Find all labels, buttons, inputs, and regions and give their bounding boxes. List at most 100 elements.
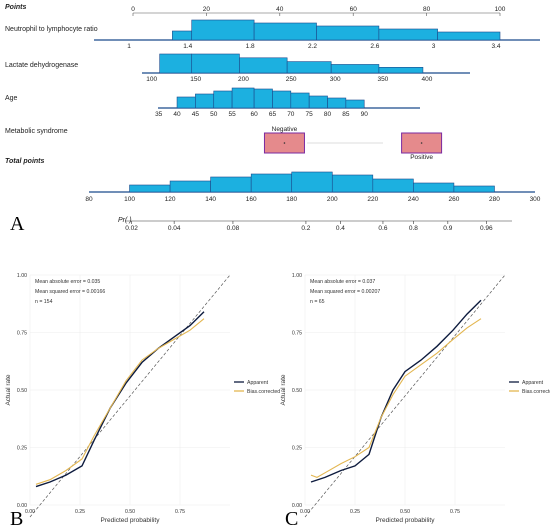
x-tick-label: 0.00 bbox=[25, 509, 35, 515]
age-box bbox=[231, 87, 255, 109]
nlr-box bbox=[378, 28, 438, 41]
panel-letter-b: B bbox=[10, 508, 23, 530]
ldh-box bbox=[330, 64, 380, 74]
x-tick-label: 0.00 bbox=[300, 509, 310, 515]
total-points-box bbox=[453, 185, 495, 193]
row-label-total-points: Total points bbox=[5, 158, 45, 165]
total-points-tick-label: 160 bbox=[246, 196, 257, 203]
ldh-box bbox=[191, 53, 240, 74]
error-annotation: Mean squared error = 0.00207 bbox=[310, 289, 380, 295]
series-line-apparent bbox=[35, 311, 205, 488]
total-points-box bbox=[250, 173, 293, 193]
ldh-tick-label: 300 bbox=[330, 76, 341, 83]
nlr-tick-label: 1 bbox=[127, 43, 131, 50]
probability-tick-label: 0.6 bbox=[378, 225, 387, 232]
age-tick-label: 35 bbox=[155, 111, 163, 118]
y-tick-label: 0.00 bbox=[17, 503, 27, 509]
nlr-tick-label: 1.4 bbox=[183, 43, 192, 50]
y-tick-label: 0.25 bbox=[17, 446, 27, 452]
metabolic-negative-label: Negative bbox=[272, 126, 298, 133]
age-box bbox=[290, 92, 310, 109]
nlr-box bbox=[191, 19, 255, 41]
age-tick-label: 80 bbox=[324, 111, 332, 118]
total-points-tick-label: 240 bbox=[408, 196, 419, 203]
ldh-box bbox=[239, 57, 288, 74]
error-annotation: Mean absolute error = 0.037 bbox=[310, 279, 375, 285]
age-box bbox=[327, 97, 347, 109]
row-label-points: Points bbox=[5, 4, 26, 11]
total-points-tick-label: 80 bbox=[85, 196, 93, 203]
age-tick-label: 60 bbox=[250, 111, 258, 118]
ldh-tick-label: 250 bbox=[286, 76, 297, 83]
reference-line bbox=[304, 274, 506, 518]
panel-letter-c: C bbox=[285, 508, 298, 530]
calibration-panel-b: 0.00 0.25 0.50 0.75 1.00 0.00 0.25 0.50 0.75 Pred… bbox=[5, 273, 280, 524]
total-points-tick-label: 280 bbox=[489, 196, 500, 203]
age-box bbox=[213, 90, 233, 109]
calibration-panel-c: 0.00 0.25 0.50 0.75 1.00 0.00 0.25 0.50 0.75 Pred… bbox=[280, 273, 550, 524]
total-points-box bbox=[413, 182, 455, 193]
series-line-bias-corrected bbox=[310, 318, 482, 479]
total-points-tick-label: 260 bbox=[448, 196, 459, 203]
x-tick-label: 0.25 bbox=[350, 509, 360, 515]
total-points-box bbox=[169, 180, 211, 193]
probability-tick-label: 0.8 bbox=[409, 225, 418, 232]
probability-tick-label: 0.02 bbox=[125, 225, 138, 232]
nlr-tick-label: 3 bbox=[432, 43, 436, 50]
total-points-tick-label: 200 bbox=[327, 196, 338, 203]
age-tick-label: 90 bbox=[361, 111, 369, 118]
metabolic-positive-label: Positive bbox=[410, 154, 433, 161]
points-tick-label: 20 bbox=[203, 6, 211, 13]
ldh-box bbox=[378, 67, 424, 74]
age-tick-label: 40 bbox=[173, 111, 181, 118]
y-tick-label: 0.75 bbox=[292, 331, 302, 337]
nlr-tick-label: 2.6 bbox=[370, 43, 379, 50]
y-axis-title: Actual rate bbox=[280, 374, 287, 405]
nlr-box bbox=[172, 30, 193, 41]
x-axis-title: Predicted probability bbox=[376, 517, 436, 524]
legend-label: Apparent bbox=[247, 380, 269, 386]
x-tick-label: 0.50 bbox=[400, 509, 410, 515]
age-box bbox=[308, 95, 328, 109]
probability-tick-label: 0.9 bbox=[443, 225, 452, 232]
total-points-tick-label: 140 bbox=[205, 196, 216, 203]
y-axis-title: Actual rate bbox=[5, 374, 12, 405]
nlr-box bbox=[316, 25, 380, 41]
ldh-box bbox=[286, 61, 332, 74]
nlr-box bbox=[253, 22, 317, 41]
ldh-tick-label: 100 bbox=[146, 76, 157, 83]
ldh-label: Lactate dehydrogenase bbox=[5, 62, 78, 69]
nlr-tick-label: 1.8 bbox=[246, 43, 255, 50]
age-label: Age bbox=[5, 95, 18, 102]
total-points-box bbox=[210, 176, 252, 193]
metabolic-positive-dot bbox=[420, 142, 423, 144]
total-points-box bbox=[291, 171, 333, 193]
total-points-tick-label: 100 bbox=[124, 196, 135, 203]
panel-letter-a: A bbox=[10, 213, 25, 235]
y-tick-label: 1.00 bbox=[292, 273, 302, 279]
y-tick-label: 0.50 bbox=[17, 388, 27, 394]
error-annotation: Mean squared error = 0.00166 bbox=[35, 289, 105, 295]
nlr-label: Neutrophil to lymphocyte ratio bbox=[5, 26, 98, 33]
total-points-tick-label: 120 bbox=[165, 196, 176, 203]
nlr-box bbox=[437, 31, 501, 41]
age-tick-label: 65 bbox=[269, 111, 277, 118]
x-tick-label: 0.50 bbox=[125, 509, 135, 515]
ldh-box bbox=[159, 53, 193, 74]
nlr-tick-label: 2.2 bbox=[308, 43, 317, 50]
nlr-tick-label: 3.4 bbox=[491, 43, 500, 50]
error-annotation: n = 65 bbox=[310, 299, 325, 305]
total-points-tick-label: 220 bbox=[367, 196, 378, 203]
age-tick-label: 75 bbox=[306, 111, 314, 118]
age-tick-label: 55 bbox=[228, 111, 236, 118]
total-points-tick-label: 300 bbox=[530, 196, 541, 203]
total-points-tick-label: 180 bbox=[286, 196, 297, 203]
total-points-box bbox=[129, 184, 171, 193]
total-points-box bbox=[331, 174, 374, 193]
total-points-box bbox=[372, 178, 414, 193]
age-tick-label: 45 bbox=[192, 111, 200, 118]
ldh-tick-label: 200 bbox=[238, 76, 249, 83]
probability-tick-label: 0.96 bbox=[480, 225, 493, 232]
probability-tick-label: 0.04 bbox=[168, 225, 181, 232]
y-tick-label: 0.50 bbox=[292, 388, 302, 394]
